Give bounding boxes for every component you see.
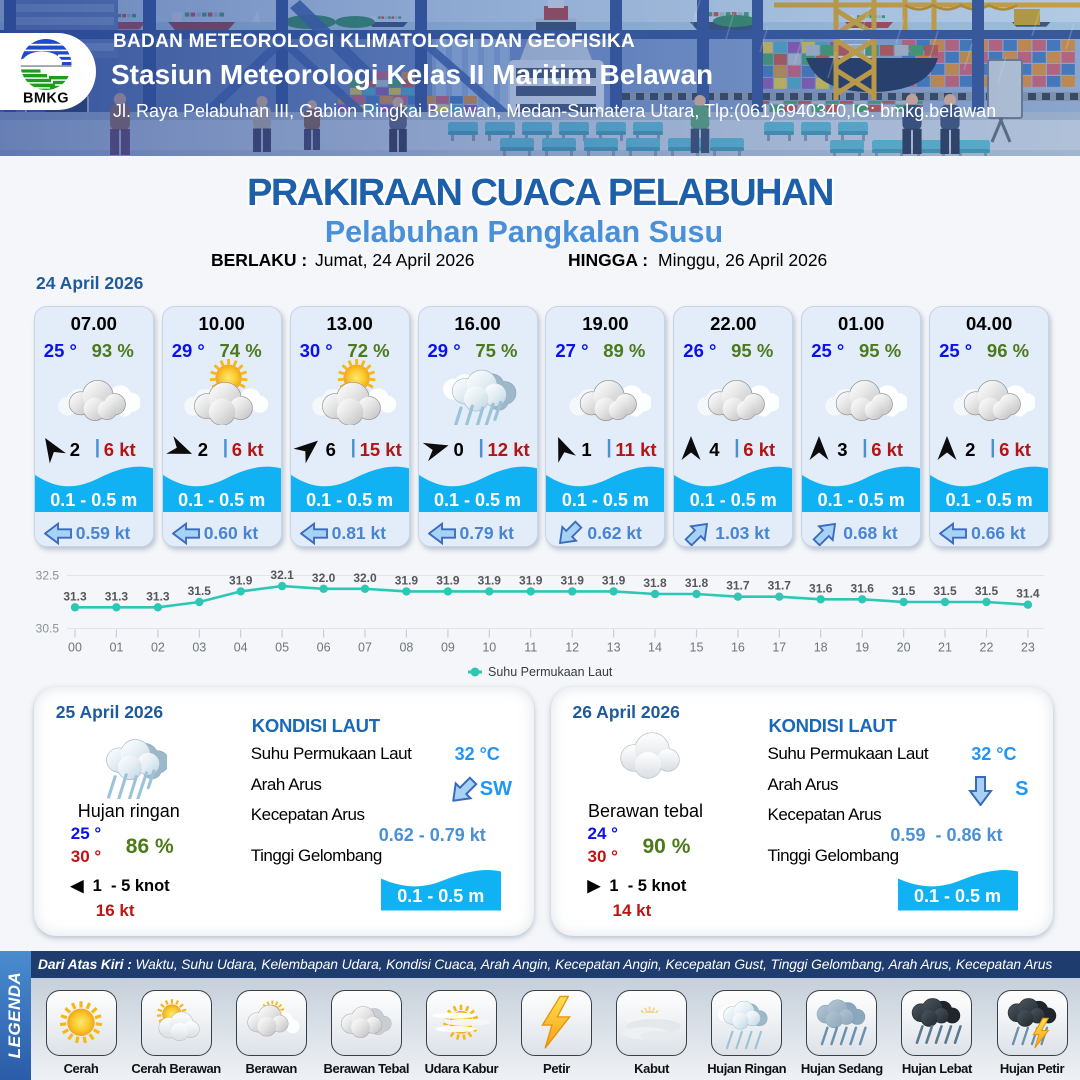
svg-text:BMKG: BMKG (23, 91, 69, 107)
svg-text:12: 12 (565, 641, 579, 655)
svg-text:21: 21 (938, 641, 952, 655)
svg-text:11: 11 (524, 641, 537, 655)
svg-text:17: 17 (772, 641, 786, 655)
svg-text:31.4: 31.4 (1016, 587, 1040, 601)
svg-text:10: 10 (482, 641, 496, 655)
svg-text:14: 14 (648, 641, 662, 655)
svg-text:15: 15 (690, 641, 704, 655)
svg-text:31.9: 31.9 (602, 573, 626, 587)
svg-text:31.9: 31.9 (436, 573, 460, 587)
svg-text:08: 08 (399, 641, 413, 655)
svg-text:31.9: 31.9 (561, 573, 585, 587)
svg-text:31.7: 31.7 (726, 579, 750, 593)
svg-text:32.0: 32.0 (353, 571, 377, 585)
svg-text:31.7: 31.7 (768, 579, 792, 593)
svg-text:31.9: 31.9 (478, 573, 502, 587)
svg-text:31.8: 31.8 (685, 576, 709, 590)
svg-text:06: 06 (317, 641, 331, 655)
svg-text:31.5: 31.5 (933, 584, 957, 598)
svg-text:31.3: 31.3 (105, 589, 129, 603)
svg-text:07: 07 (358, 641, 372, 655)
svg-text:31.9: 31.9 (395, 573, 419, 587)
svg-text:30.5: 30.5 (36, 622, 60, 636)
svg-text:03: 03 (192, 641, 206, 655)
svg-text:31.3: 31.3 (146, 589, 170, 603)
svg-text:20: 20 (897, 641, 911, 655)
svg-text:31.3: 31.3 (63, 589, 87, 603)
svg-text:31.6: 31.6 (851, 581, 875, 595)
svg-text:16: 16 (731, 641, 745, 655)
svg-text:04: 04 (234, 641, 248, 655)
svg-text:31.8: 31.8 (643, 576, 667, 590)
svg-text:32.1: 32.1 (270, 568, 294, 582)
svg-text:31.5: 31.5 (188, 584, 212, 598)
svg-text:31.5: 31.5 (892, 584, 916, 598)
svg-text:19: 19 (855, 641, 869, 655)
svg-text:00: 00 (68, 641, 82, 655)
svg-text:01: 01 (109, 641, 123, 655)
svg-text:31.9: 31.9 (519, 573, 543, 587)
svg-text:02: 02 (151, 641, 165, 655)
svg-text:32.5: 32.5 (36, 569, 60, 583)
svg-text:13: 13 (607, 641, 621, 655)
svg-text:31.5: 31.5 (975, 584, 999, 598)
svg-text:23: 23 (1021, 641, 1035, 655)
svg-text:31.9: 31.9 (229, 573, 253, 587)
svg-text:Suhu Permukaan Laut: Suhu Permukaan Laut (488, 665, 613, 679)
svg-text:22: 22 (980, 641, 994, 655)
svg-text:31.6: 31.6 (809, 581, 833, 595)
svg-text:05: 05 (275, 641, 289, 655)
svg-text:09: 09 (441, 641, 455, 655)
svg-text:18: 18 (814, 641, 828, 655)
svg-text:32.0: 32.0 (312, 571, 336, 585)
